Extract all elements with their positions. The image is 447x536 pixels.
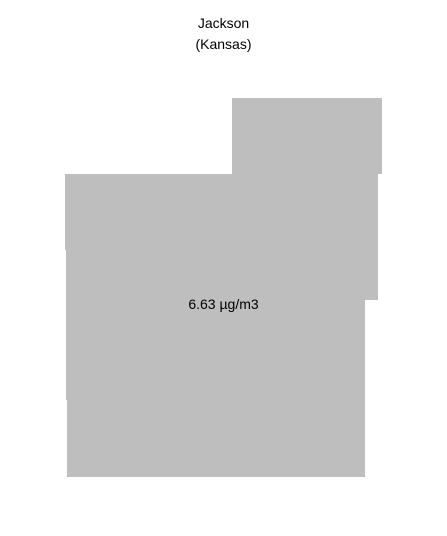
county-shape	[65, 98, 382, 477]
pollution-value-label: 6.63 µg/m3	[188, 296, 259, 312]
county-name: Jackson	[197, 15, 250, 31]
state-name: (Kansas)	[195, 36, 252, 52]
map-title: Jackson (Kansas)	[0, 13, 447, 55]
